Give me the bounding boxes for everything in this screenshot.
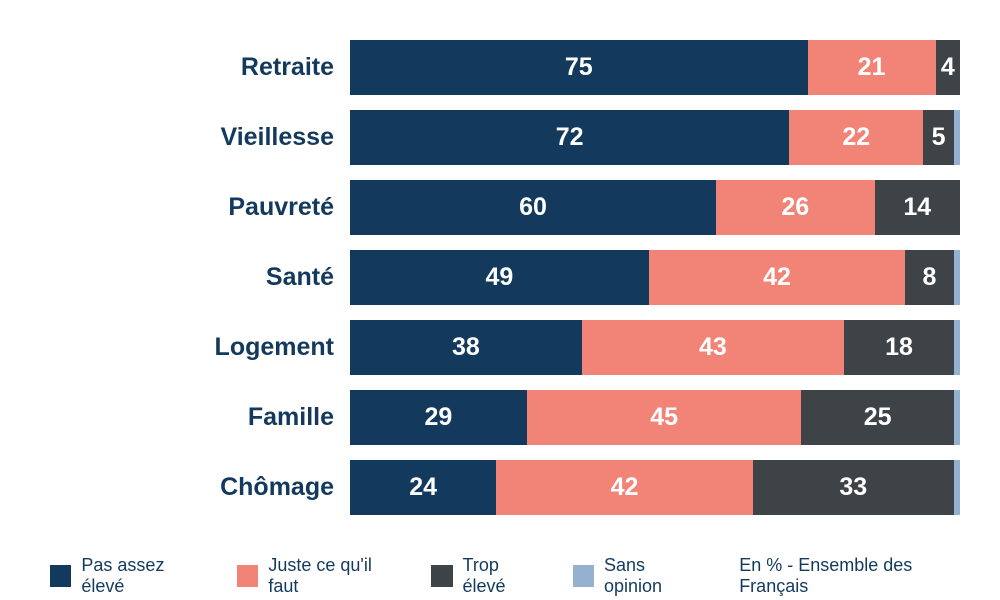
legend-swatch [431, 565, 452, 587]
bar-segment-value: 5 [932, 123, 946, 152]
row-label: Vieillesse [20, 123, 350, 152]
bar-segment-value: 21 [858, 53, 886, 82]
bar-segment-value: 8 [923, 263, 937, 292]
bar-segment-juste: 21 [808, 40, 936, 95]
bar-segment-value: 43 [699, 333, 727, 362]
chart-row: Pauvreté 60 26 14 [20, 180, 980, 235]
legend-item: Juste ce qu'il faut [237, 555, 403, 597]
bar-segment-sans [954, 460, 960, 515]
bar-track: 24 42 33 [350, 460, 960, 515]
legend-swatch [573, 565, 594, 587]
bar-segment-value: 60 [519, 193, 547, 222]
chart-rows: Retraite 75 21 4 Vieillesse 72 22 5 Pauvreté 60 26… [20, 40, 980, 515]
chart-row: Vieillesse 72 22 5 [20, 110, 980, 165]
bar-segment-juste: 43 [582, 320, 844, 375]
row-label: Retraite [20, 53, 350, 82]
bar-segment-trop: 33 [753, 460, 954, 515]
bar-segment-juste: 22 [789, 110, 923, 165]
chart-row: Famille 29 45 25 [20, 390, 980, 445]
row-label: Logement [20, 333, 350, 362]
bar-segment-trop: 18 [844, 320, 954, 375]
bar-track: 29 45 25 [350, 390, 960, 445]
legend-item: Trop élevé [431, 555, 544, 597]
bar-segment-trop: 4 [936, 40, 960, 95]
bar-segment-value: 75 [565, 53, 593, 82]
bar-track: 49 42 8 [350, 250, 960, 305]
legend-label: Juste ce qu'il faut [268, 555, 403, 597]
bar-track: 72 22 5 [350, 110, 960, 165]
bar-segment-value: 49 [486, 263, 514, 292]
legend-swatch [50, 565, 71, 587]
bar-segment-pas_assez: 72 [350, 110, 789, 165]
bar-segment-sans [954, 390, 960, 445]
chart-legend: Pas assez élevé Juste ce qu'il faut Trop é… [20, 555, 980, 597]
chart-row: Retraite 75 21 4 [20, 40, 980, 95]
bar-segment-value: 18 [885, 333, 913, 362]
bar-segment-trop: 25 [801, 390, 954, 445]
row-label: Chômage [20, 473, 350, 502]
bar-segment-value: 72 [556, 123, 584, 152]
legend-swatch [237, 565, 258, 587]
bar-segment-juste: 45 [527, 390, 802, 445]
bar-segment-value: 38 [452, 333, 480, 362]
bar-segment-sans [954, 110, 960, 165]
bar-segment-value: 24 [409, 473, 437, 502]
bar-segment-sans [954, 250, 960, 305]
row-label: Santé [20, 263, 350, 292]
bar-segment-trop: 14 [875, 180, 960, 235]
chart-row: Chômage 24 42 33 [20, 460, 980, 515]
row-label: Pauvreté [20, 193, 350, 222]
bar-segment-juste: 26 [716, 180, 875, 235]
bar-segment-value: 22 [842, 123, 870, 152]
bar-segment-value: 14 [903, 193, 931, 222]
bar-segment-value: 42 [611, 473, 639, 502]
bar-segment-trop: 5 [923, 110, 954, 165]
bar-segment-sans [954, 320, 960, 375]
legend-item: Pas assez élevé [50, 555, 209, 597]
bar-segment-pas_assez: 29 [350, 390, 527, 445]
bar-segment-value: 33 [839, 473, 867, 502]
legend-label: Sans opinion [604, 555, 705, 597]
bar-segment-value: 26 [781, 193, 809, 222]
bar-segment-value: 29 [425, 403, 453, 432]
bar-segment-value: 25 [864, 403, 892, 432]
bar-segment-value: 42 [763, 263, 791, 292]
bar-segment-pas_assez: 49 [350, 250, 649, 305]
chart-row: Logement 38 43 18 [20, 320, 980, 375]
legend-item: Sans opinion [573, 555, 706, 597]
bar-segment-value: 4 [941, 53, 955, 82]
legend-label: Pas assez élevé [81, 555, 209, 597]
bar-track: 75 21 4 [350, 40, 960, 95]
bar-segment-juste: 42 [496, 460, 752, 515]
bar-segment-trop: 8 [905, 250, 954, 305]
bar-segment-juste: 42 [649, 250, 905, 305]
bar-segment-value: 45 [650, 403, 678, 432]
chart-row: Santé 49 42 8 [20, 250, 980, 305]
bar-segment-pas_assez: 75 [350, 40, 808, 95]
bar-segment-pas_assez: 38 [350, 320, 582, 375]
bar-track: 38 43 18 [350, 320, 960, 375]
bar-segment-pas_assez: 60 [350, 180, 716, 235]
bar-segment-pas_assez: 24 [350, 460, 496, 515]
bar-track: 60 26 14 [350, 180, 960, 235]
chart-footnote: En % - Ensemble des Français [739, 555, 980, 597]
legend-label: Trop élevé [463, 555, 545, 597]
row-label: Famille [20, 403, 350, 432]
stacked-bar-chart: Retraite 75 21 4 Vieillesse 72 22 5 Pauvreté 60 26… [0, 0, 1000, 600]
